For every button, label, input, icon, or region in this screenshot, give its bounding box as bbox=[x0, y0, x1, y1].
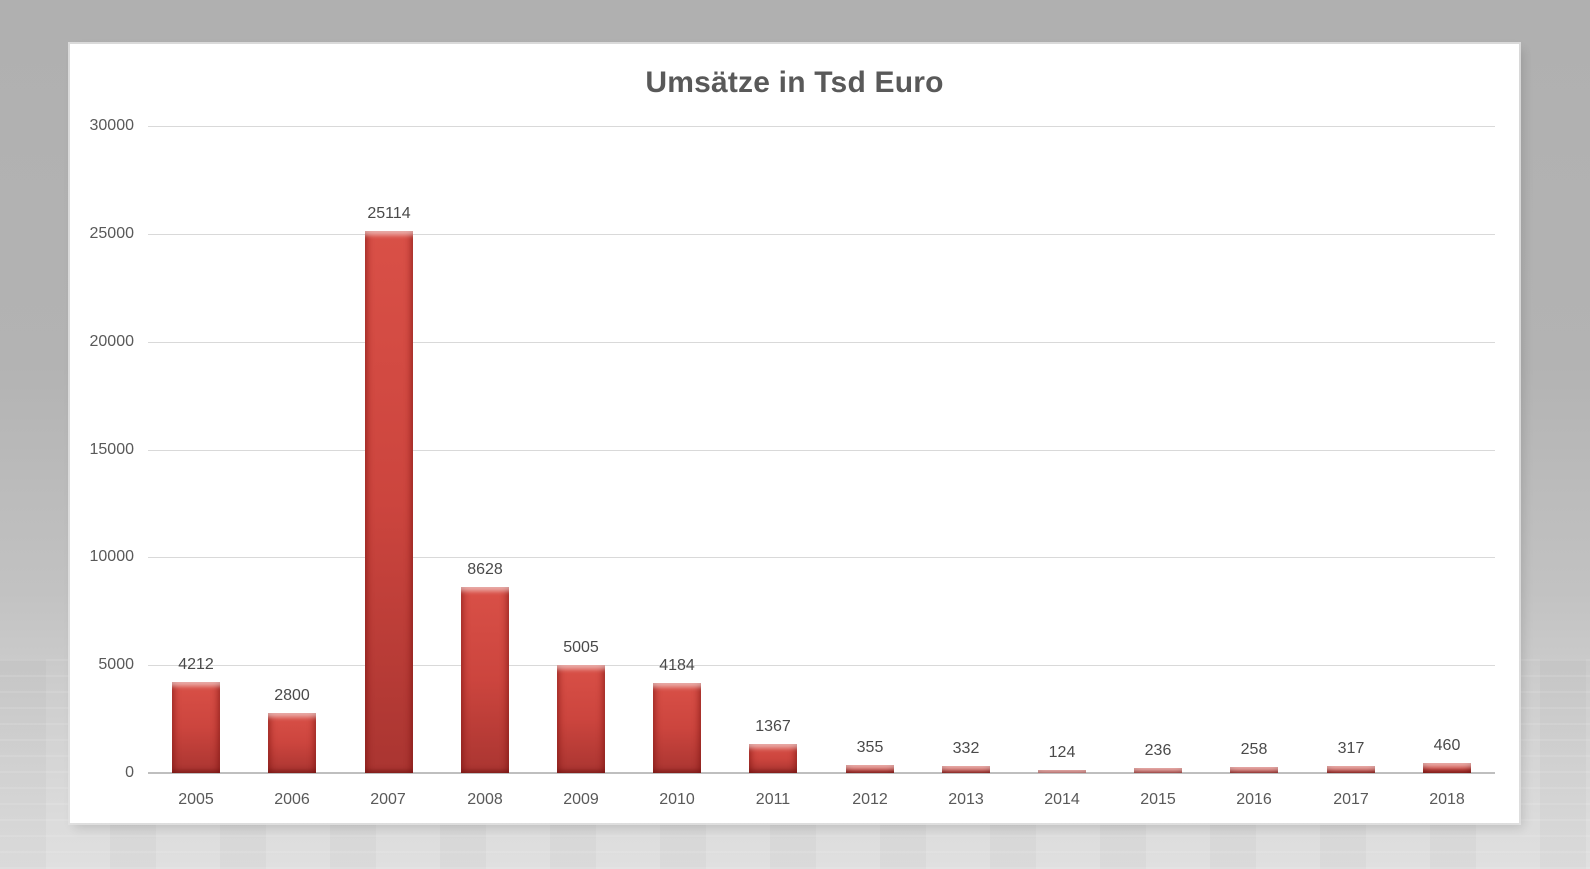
bar-2017 bbox=[1327, 766, 1375, 773]
chart-title: Umsätze in Tsd Euro bbox=[645, 66, 944, 99]
y-axis-tick-label: 10000 bbox=[89, 548, 135, 565]
gridline bbox=[148, 126, 1495, 127]
data-label-2016: 258 bbox=[1240, 741, 1268, 758]
bar-2018 bbox=[1423, 763, 1471, 773]
x-axis-tick-label-2014: 2014 bbox=[1044, 791, 1080, 808]
data-label-2013: 332 bbox=[952, 740, 980, 757]
bar-2009 bbox=[557, 665, 605, 773]
x-axis-tick-label-2005: 2005 bbox=[178, 791, 214, 808]
data-label-2009: 5005 bbox=[563, 639, 599, 656]
bar-2005 bbox=[172, 682, 220, 773]
x-axis-tick-label-2008: 2008 bbox=[467, 791, 503, 808]
bar-2012 bbox=[846, 765, 894, 773]
x-axis-tick-label-2006: 2006 bbox=[274, 791, 310, 808]
x-axis-tick-label-2018: 2018 bbox=[1429, 791, 1465, 808]
x-axis-tick-label-2015: 2015 bbox=[1140, 791, 1176, 808]
bar-2011 bbox=[749, 744, 797, 773]
gridline bbox=[148, 450, 1495, 451]
data-label-2017: 317 bbox=[1337, 740, 1365, 757]
x-axis-tick-label-2012: 2012 bbox=[852, 791, 888, 808]
data-label-2011: 1367 bbox=[755, 718, 791, 735]
data-label-2005: 4212 bbox=[178, 656, 214, 673]
x-axis-tick-label-2009: 2009 bbox=[563, 791, 599, 808]
x-axis-tick-label-2017: 2017 bbox=[1333, 791, 1369, 808]
bar-2013 bbox=[942, 766, 990, 773]
bar-2010 bbox=[653, 683, 701, 773]
plot-area: 0 5000 10000 15000 20000 25000 30000 4212 2005 28… bbox=[70, 44, 1519, 823]
x-axis-tick-label-2013: 2013 bbox=[948, 791, 984, 808]
data-label-2018: 460 bbox=[1433, 737, 1461, 754]
y-axis-tick-label: 5000 bbox=[98, 656, 134, 673]
y-axis-tick-label: 15000 bbox=[89, 441, 135, 458]
bar-2015 bbox=[1134, 768, 1182, 773]
y-axis-tick-label: 20000 bbox=[89, 333, 135, 350]
x-axis-tick-label-2016: 2016 bbox=[1236, 791, 1272, 808]
data-label-2007: 25114 bbox=[367, 205, 411, 222]
data-label-2010: 4184 bbox=[659, 657, 695, 674]
bar-2006 bbox=[268, 713, 316, 773]
y-axis-tick-label: 0 bbox=[125, 764, 134, 781]
x-axis-tick-label-2010: 2010 bbox=[659, 791, 695, 808]
bar-2007 bbox=[365, 231, 413, 773]
y-axis-tick-label: 30000 bbox=[89, 117, 135, 134]
gridline bbox=[148, 665, 1495, 666]
gridline bbox=[148, 557, 1495, 558]
bar-2016 bbox=[1230, 767, 1278, 773]
data-label-2015: 236 bbox=[1144, 742, 1172, 759]
gridline bbox=[148, 342, 1495, 343]
gridline bbox=[148, 234, 1495, 235]
data-label-2012: 355 bbox=[856, 739, 884, 756]
x-axis-tick-label-2007: 2007 bbox=[370, 791, 406, 808]
data-label-2006: 2800 bbox=[274, 687, 310, 704]
x-axis-tick-label-2011: 2011 bbox=[755, 791, 791, 808]
x-axis-line bbox=[148, 772, 1495, 774]
bar-2008 bbox=[461, 587, 509, 773]
chart-panel: Umsätze in Tsd Euro 0 5000 10000 15000 20000… bbox=[70, 44, 1519, 823]
data-label-2008: 8628 bbox=[467, 561, 503, 578]
data-label-2014: 124 bbox=[1048, 744, 1076, 761]
bar-2014 bbox=[1038, 770, 1086, 773]
y-axis-tick-label: 25000 bbox=[89, 225, 135, 242]
